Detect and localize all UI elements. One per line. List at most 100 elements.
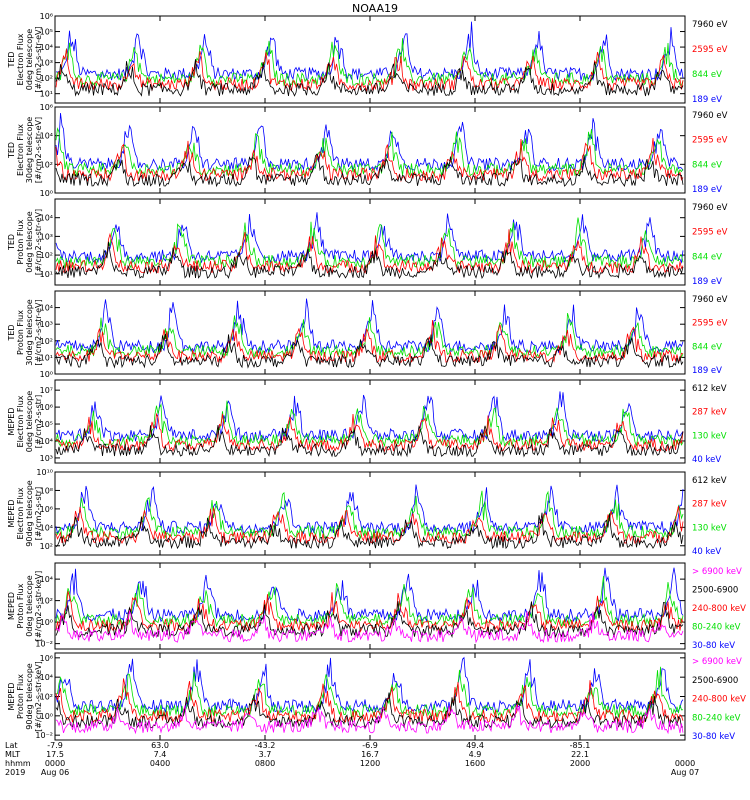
trace-2500-6900 bbox=[55, 601, 684, 639]
x-hhmm-value: 1200 bbox=[360, 759, 380, 768]
trace-2595-ev bbox=[55, 137, 684, 183]
plot-title: NOAA19 bbox=[352, 2, 398, 15]
x-lat-value: -7.9 bbox=[47, 741, 63, 750]
y-tick-label: 10⁶ bbox=[40, 654, 53, 663]
legend-entry: 130 keV bbox=[692, 431, 727, 441]
x-hhmm-value: 0800 bbox=[255, 759, 275, 768]
legend-entry: 2595 eV bbox=[692, 319, 728, 329]
panel-2: 10⁰ 10² 10⁴ 10⁶ TEDElectron Flux30deg telesc… bbox=[7, 103, 728, 198]
x-hhmm-value: 2000 bbox=[570, 759, 590, 768]
x-hhmm-value: 0400 bbox=[150, 759, 170, 768]
y-tick-label: 10⁴ bbox=[40, 575, 53, 584]
x-date-value: Aug 07 bbox=[671, 768, 699, 777]
trace-189-ev bbox=[55, 112, 684, 172]
y-tick-label: 10² bbox=[40, 597, 53, 606]
y-tick-label: 10⁶ bbox=[40, 403, 53, 412]
trace-7960-ev bbox=[55, 59, 684, 97]
trace-240-800-kev bbox=[55, 678, 684, 724]
y-tick-label: 10⁵ bbox=[40, 28, 53, 37]
legend-entry: 2595 eV bbox=[692, 136, 728, 146]
legend-entry: 844 eV bbox=[692, 342, 722, 352]
trace-7960-ev bbox=[55, 333, 684, 369]
y-tick-label: 10² bbox=[40, 74, 53, 83]
y-tick-label: 10⁸ bbox=[40, 486, 53, 495]
trace-7960-ev bbox=[55, 241, 684, 280]
legend-entry: 189 eV bbox=[692, 277, 722, 287]
y-tick-label: 10⁶ bbox=[40, 103, 53, 112]
legend-entry: 189 eV bbox=[692, 95, 722, 105]
legend-entry: 612 keV bbox=[692, 476, 727, 486]
trace-612-kev bbox=[55, 512, 684, 550]
x-lat-value: 63.0 bbox=[151, 741, 169, 750]
legend-entry: 7960 eV bbox=[692, 111, 728, 121]
x-date-value: Aug 06 bbox=[41, 768, 69, 777]
y-tick-label: 10³ bbox=[40, 59, 53, 68]
trace-612-kev bbox=[55, 424, 684, 458]
y-tick-label: 10² bbox=[40, 251, 53, 260]
panels-group: 10¹ 10² 10³ 10⁴ 10⁵ 10⁶ TEDElectron Flux0deg t… bbox=[7, 12, 746, 742]
y-tick-label: 10⁴ bbox=[40, 304, 53, 313]
x-lat-value: -6.9 bbox=[362, 741, 378, 750]
y-tick-label: 10³ bbox=[40, 454, 53, 463]
x-mlt-value: 7.4 bbox=[154, 750, 167, 759]
trace--6900-kev bbox=[55, 610, 684, 644]
y-tick-label: 10⁵ bbox=[40, 420, 53, 429]
trace-2595-ev bbox=[55, 229, 684, 275]
legend-entry: 7960 eV bbox=[692, 20, 728, 30]
y-axis-label: MEPEDElectron Flux0deg telescope[#/cm2-s… bbox=[7, 391, 43, 452]
legend-entry: 30-80 keV bbox=[692, 732, 735, 742]
trace-2595-ev bbox=[55, 48, 684, 93]
y-tick-label: 10⁶ bbox=[40, 505, 53, 514]
legend-entry: 844 eV bbox=[692, 252, 722, 262]
legend-entry: 40 keV bbox=[692, 455, 721, 465]
y-axis-label: MEPEDElectron Flux90deg telescope[#/cm2-… bbox=[7, 480, 43, 547]
x-hhmm-value: 0000 bbox=[675, 759, 695, 768]
legend-entry: 189 eV bbox=[692, 366, 722, 376]
legend-entry: 7960 eV bbox=[692, 203, 728, 213]
y-tick-label: 10³ bbox=[40, 232, 53, 241]
panel-frame bbox=[54, 652, 686, 741]
y-tick-label: 10³ bbox=[40, 320, 53, 329]
legend-entry: 130 keV bbox=[692, 523, 727, 533]
trace-844-ev bbox=[55, 217, 684, 270]
x-hhmm-value: 0000 bbox=[45, 759, 65, 768]
trace-30-80-kev bbox=[55, 656, 684, 714]
y-tick-label: 10² bbox=[40, 542, 53, 551]
legend-entry: > 6900 keV bbox=[692, 657, 742, 667]
y-axis-label: TEDProton Flux0deg telescope[#/cm2-s-str… bbox=[7, 209, 43, 275]
legend-entry: 2595 eV bbox=[692, 45, 728, 55]
y-tick-label: 10⁻² bbox=[35, 640, 53, 649]
y-tick-label: 10⁰ bbox=[40, 712, 53, 721]
x-lat-value: -85.1 bbox=[570, 741, 591, 750]
y-tick-label: 10¹⁰ bbox=[36, 468, 53, 477]
trace-130-kev bbox=[55, 400, 684, 448]
legend-entry: 2595 eV bbox=[692, 228, 728, 238]
y-tick-label: 10¹ bbox=[40, 353, 53, 362]
x-mlt-value: 4.9 bbox=[469, 750, 482, 759]
x-lat-value: 49.4 bbox=[466, 741, 484, 750]
y-tick-label: 10⁴ bbox=[40, 673, 53, 682]
legend-entry: 2500-6900 bbox=[692, 676, 738, 686]
trace--6900-kev bbox=[55, 704, 684, 735]
x-row-label: hhmm bbox=[5, 759, 31, 768]
y-tick-label: 10⁴ bbox=[40, 523, 53, 532]
y-axis-label: MEPEDProton Flux90deg telescope[#/cm2-s-… bbox=[7, 661, 43, 732]
trace-7960-ev bbox=[55, 153, 684, 188]
x-row-label: Lat bbox=[5, 741, 18, 750]
y-axis-label: TEDElectron Flux0deg telescope[#/cm2-s-s… bbox=[7, 26, 43, 92]
x-mlt-value: 3.7 bbox=[259, 750, 272, 759]
y-tick-label: 10² bbox=[40, 337, 53, 346]
y-tick-label: 10⁰ bbox=[40, 618, 53, 627]
legend-entry: 844 eV bbox=[692, 70, 722, 80]
legend-entry: 30-80 keV bbox=[692, 641, 735, 651]
legend-entry: 2500-6900 bbox=[692, 586, 738, 596]
y-tick-label: 10⁶ bbox=[40, 12, 53, 21]
x-mlt-value: 16.7 bbox=[361, 750, 379, 759]
x-mlt-value: 17.5 bbox=[46, 750, 64, 759]
